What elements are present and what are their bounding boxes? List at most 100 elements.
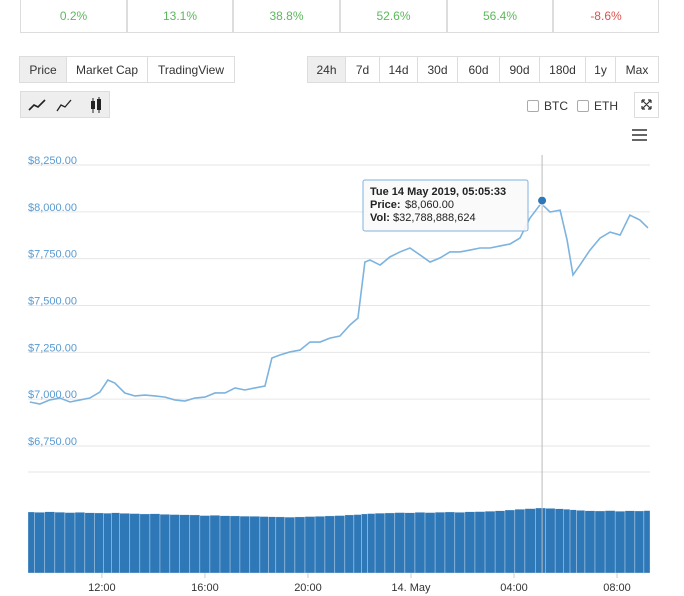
range-button[interactable]: Max (615, 56, 659, 83)
markers-icon[interactable] (56, 99, 72, 112)
chart-style-icons (28, 97, 101, 113)
x-tick-label: 14. May (391, 582, 431, 594)
chart-tab[interactable]: TradingView (147, 56, 235, 83)
y-tick-label: $7,750.00 (28, 249, 77, 261)
volume-bar (367, 513, 376, 574)
x-tick-label: 08:00 (603, 582, 631, 594)
volume-bar (294, 516, 306, 574)
range-button[interactable]: 7d (345, 56, 380, 83)
volume-bar (454, 512, 466, 574)
compare-option[interactable]: ETH (577, 99, 618, 113)
volume-bar (444, 511, 456, 574)
volume-bar (464, 511, 476, 574)
volume-bar (111, 512, 120, 574)
stat-cell: -8.6% (553, 0, 659, 33)
volume-bar (634, 510, 645, 574)
volume-bar (103, 513, 112, 574)
volume-bar (384, 512, 396, 574)
volume-bar (324, 515, 336, 574)
range-button[interactable]: 1y (585, 56, 616, 83)
volume-bar (275, 516, 286, 574)
volume-bar (149, 513, 161, 574)
tooltip-title: Tue 14 May 2019, 05:05:33 (370, 186, 506, 198)
range-button[interactable]: 60d (457, 56, 500, 83)
volume-bar (249, 516, 261, 574)
volume-bar (139, 513, 151, 574)
checkbox (527, 100, 539, 112)
chart-tab[interactable]: Market Cap (66, 56, 148, 83)
x-tick-label: 04:00 (500, 582, 528, 594)
volume-bar (189, 514, 201, 574)
expand-icon (641, 99, 652, 110)
volume-bar (474, 511, 486, 574)
compare-option[interactable]: BTC (527, 99, 568, 113)
compare-label: BTC (544, 99, 568, 113)
volume-bar (159, 514, 171, 574)
menu-icon[interactable] (632, 128, 648, 142)
volume-bar (554, 508, 564, 574)
volume-bar (64, 512, 76, 574)
volume-bar (614, 511, 626, 574)
volume-bar (624, 510, 636, 574)
range-button[interactable]: 24h (307, 56, 346, 83)
y-tick-label: $7,000.00 (28, 389, 77, 401)
volume-bar (545, 508, 556, 574)
volume-bar (199, 515, 211, 574)
volume-bar (344, 514, 355, 574)
volume-bar (34, 512, 46, 574)
stat-cell: 52.6% (340, 0, 447, 33)
tooltip-price-label: Price: (370, 199, 401, 211)
volume-bar (643, 510, 651, 574)
tooltip-vol: $32,788,888,624 (393, 212, 476, 224)
volume-bar (129, 513, 141, 574)
tooltip (362, 179, 529, 232)
volume-bar (84, 512, 95, 574)
volume-bar (361, 513, 368, 574)
volume-bar (584, 510, 596, 574)
volume-bar (524, 508, 536, 574)
y-tick-label: $8,000.00 (28, 202, 77, 214)
price-line (29, 202, 649, 405)
volume-bar (284, 516, 296, 574)
compare-label: ETH (594, 99, 618, 113)
volume-bar (239, 515, 251, 574)
volume-bar (94, 512, 105, 574)
y-tick-label: $7,250.00 (28, 342, 77, 354)
volume-bar (394, 512, 406, 574)
expand-button[interactable] (634, 92, 659, 118)
range-button[interactable]: 180d (539, 56, 586, 83)
x-tick-label: 12:00 (88, 582, 116, 594)
volume-bar (268, 516, 277, 574)
volume-bar (304, 516, 316, 574)
volume-bar (434, 512, 446, 574)
chart-style-group (20, 91, 110, 118)
volume-bar (314, 516, 326, 574)
volume-bar (54, 512, 66, 574)
checkbox (577, 100, 589, 112)
volume-bar (563, 509, 571, 574)
volume-bar (334, 515, 346, 574)
stat-cell: 0.2% (20, 0, 127, 33)
volume-bar (504, 509, 516, 574)
volume-bar (424, 512, 436, 574)
line-icon[interactable] (28, 99, 46, 111)
candle-icon[interactable] (91, 97, 101, 113)
tooltip-price: $8,060.00 (405, 199, 454, 211)
y-tick-label: $8,250.00 (28, 155, 77, 167)
volume-bar (229, 515, 241, 574)
volume-bar (576, 510, 586, 574)
volume-bar (569, 509, 577, 574)
volume-bar (27, 511, 35, 574)
chart-tab[interactable]: Price (19, 56, 67, 83)
x-tick-label: 20:00 (294, 582, 322, 594)
volume-bar (74, 512, 86, 574)
volume-bar (259, 516, 269, 574)
range-button[interactable]: 90d (499, 56, 540, 83)
x-tick-label: 16:00 (191, 582, 219, 594)
range-button[interactable]: 30d (417, 56, 458, 83)
volume-bar (494, 510, 506, 574)
volume-bar (514, 509, 526, 574)
volume-bar (414, 512, 426, 574)
